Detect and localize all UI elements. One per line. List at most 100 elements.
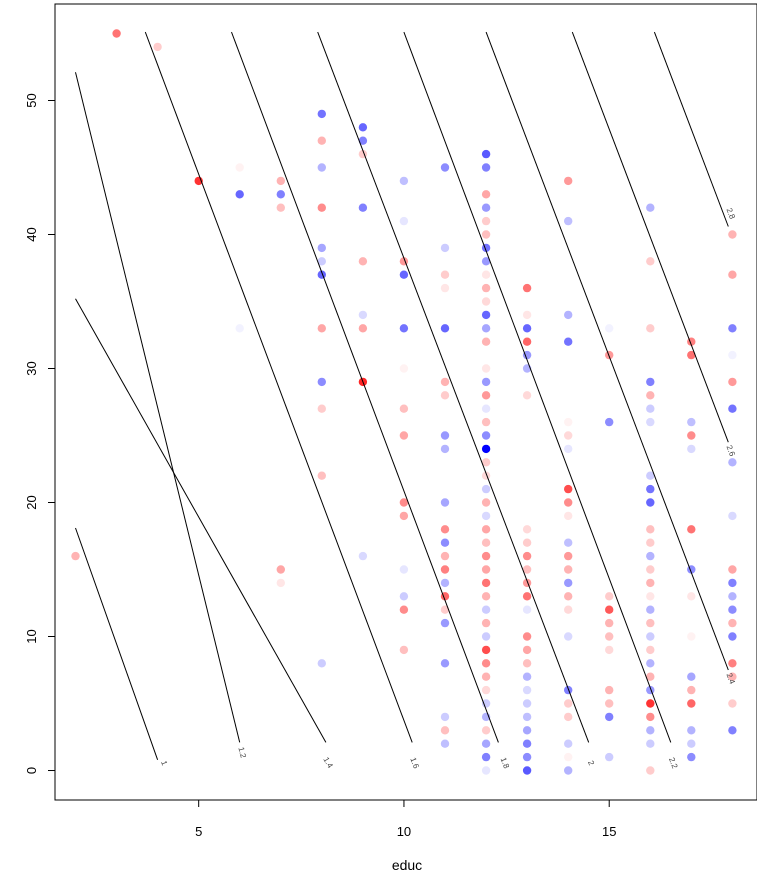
data-point bbox=[522, 551, 532, 561]
data-point bbox=[481, 364, 491, 373]
data-point bbox=[399, 565, 409, 574]
data-point bbox=[728, 632, 737, 641]
data-point bbox=[440, 283, 450, 293]
data-point bbox=[728, 578, 737, 588]
data-point bbox=[235, 324, 244, 333]
data-point bbox=[276, 176, 285, 186]
data-point bbox=[440, 444, 450, 454]
data-point bbox=[358, 257, 368, 266]
data-point bbox=[646, 578, 655, 588]
data-point bbox=[646, 417, 655, 427]
contour-line bbox=[75, 72, 241, 743]
data-point bbox=[440, 605, 450, 614]
data-point bbox=[605, 712, 614, 722]
data-point bbox=[481, 257, 491, 266]
data-point bbox=[481, 391, 491, 400]
data-point bbox=[564, 337, 573, 346]
data-point bbox=[646, 726, 655, 735]
data-point bbox=[646, 565, 655, 574]
data-point bbox=[440, 163, 450, 172]
data-point bbox=[522, 565, 532, 574]
data-point bbox=[317, 109, 326, 119]
data-point bbox=[728, 618, 737, 628]
contour-line bbox=[571, 31, 729, 443]
data-point bbox=[440, 270, 450, 279]
data-point bbox=[481, 431, 491, 440]
data-point bbox=[399, 431, 409, 440]
data-point bbox=[440, 377, 450, 387]
contour-label: 2 bbox=[586, 759, 596, 767]
data-point bbox=[728, 270, 737, 279]
data-point bbox=[399, 176, 409, 186]
data-point bbox=[481, 270, 491, 279]
data-point bbox=[481, 766, 491, 775]
data-point bbox=[605, 752, 614, 762]
data-point bbox=[440, 391, 450, 400]
data-point bbox=[235, 190, 244, 199]
data-point bbox=[522, 645, 532, 655]
data-point bbox=[522, 752, 532, 762]
data-point bbox=[399, 364, 409, 373]
data-point bbox=[481, 283, 491, 293]
data-point bbox=[399, 216, 409, 226]
data-point bbox=[399, 511, 409, 521]
data-point bbox=[605, 592, 614, 601]
data-point bbox=[522, 538, 532, 547]
data-point bbox=[522, 578, 532, 588]
data-point bbox=[317, 257, 326, 266]
data-point bbox=[358, 310, 368, 320]
data-point bbox=[564, 605, 573, 614]
data-point bbox=[522, 672, 532, 681]
data-point bbox=[728, 659, 737, 668]
data-point bbox=[728, 350, 737, 360]
data-point bbox=[317, 404, 326, 413]
contour-label: 2.4 bbox=[724, 672, 737, 686]
contour-line bbox=[75, 298, 327, 743]
data-point bbox=[646, 404, 655, 413]
data-point bbox=[481, 498, 491, 507]
data-point bbox=[317, 324, 326, 333]
data-point bbox=[317, 659, 326, 668]
x-axis-title: educ bbox=[392, 857, 422, 873]
data-point bbox=[564, 578, 573, 588]
data-point bbox=[605, 324, 614, 333]
data-point bbox=[646, 605, 655, 614]
data-point bbox=[564, 565, 573, 574]
data-point bbox=[646, 739, 655, 748]
data-point bbox=[564, 511, 573, 521]
data-point bbox=[276, 578, 285, 588]
data-point bbox=[687, 699, 696, 708]
data-point bbox=[481, 337, 491, 346]
data-point bbox=[522, 699, 532, 708]
data-point bbox=[564, 216, 573, 226]
data-point bbox=[481, 310, 491, 320]
data-point bbox=[481, 484, 491, 494]
data-point bbox=[481, 632, 491, 641]
data-point bbox=[481, 149, 491, 159]
data-point bbox=[564, 712, 573, 722]
data-point bbox=[687, 672, 696, 681]
data-point bbox=[728, 592, 737, 601]
data-point bbox=[728, 726, 737, 735]
x-axis: 5 10 15 bbox=[195, 800, 616, 839]
data-point bbox=[522, 766, 532, 775]
data-point bbox=[564, 310, 573, 320]
y-tick-label: 50 bbox=[24, 93, 39, 107]
contour-label: 2.6 bbox=[724, 444, 737, 458]
data-point bbox=[687, 417, 696, 427]
data-point bbox=[646, 391, 655, 400]
data-point bbox=[481, 163, 491, 172]
data-point bbox=[481, 578, 491, 588]
data-point bbox=[564, 752, 573, 762]
data-point bbox=[358, 203, 368, 212]
data-point bbox=[522, 310, 532, 320]
contour-label: 1.8 bbox=[499, 756, 512, 770]
data-point bbox=[605, 645, 614, 655]
data-point bbox=[276, 190, 285, 199]
data-point bbox=[646, 484, 655, 494]
data-point bbox=[728, 377, 737, 387]
data-point bbox=[522, 337, 532, 346]
y-tick-label: 30 bbox=[24, 361, 39, 375]
contour-label: 1 bbox=[159, 759, 169, 767]
